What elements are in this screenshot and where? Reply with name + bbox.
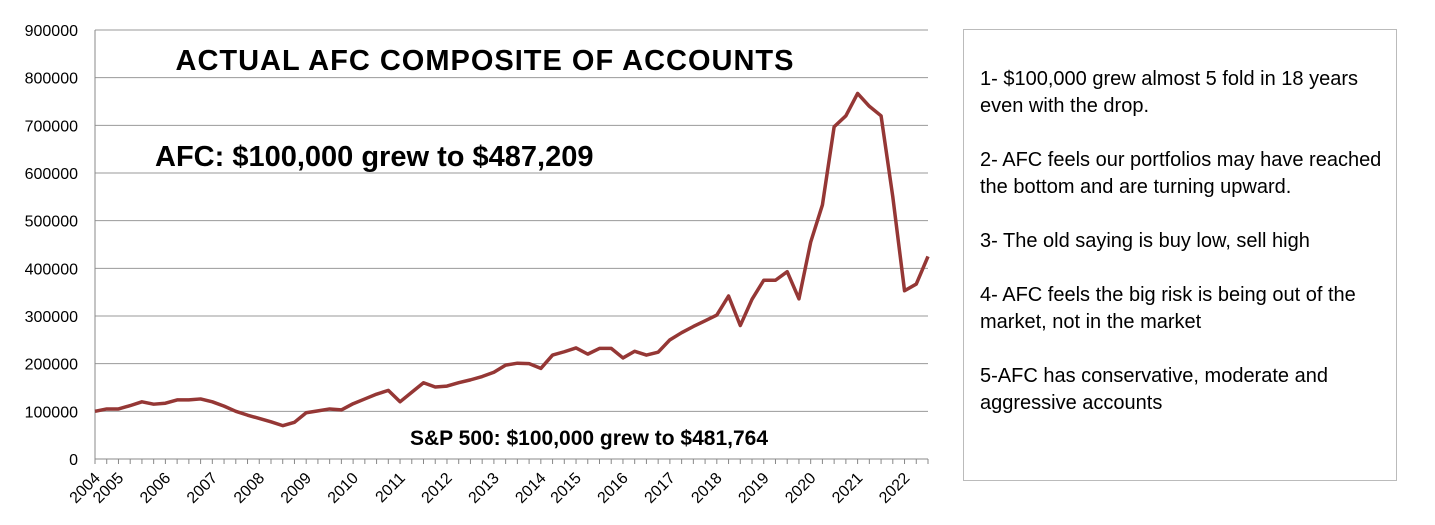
x-tick-label: 2013 [466, 470, 503, 507]
y-tick-label: 900000 [25, 23, 78, 40]
y-tick-label: 500000 [25, 214, 78, 231]
annotation: S&P 500: $100,000 grew to $481,764 [410, 427, 768, 450]
x-tick-label: 2011 [373, 470, 409, 506]
y-tick-label: 300000 [25, 309, 78, 326]
x-tick-label: 2010 [325, 470, 362, 507]
note: 5-AFC has conservative, moderate and agg… [980, 365, 1328, 414]
y-tick-label: 100000 [25, 404, 78, 421]
y-tick-label: 600000 [25, 166, 78, 183]
x-tick-label: 2019 [735, 470, 772, 507]
note: 2- AFC feels our portfolios may have rea… [980, 149, 1382, 198]
x-tick-label: 2018 [688, 470, 725, 507]
y-tick-label: 200000 [25, 357, 78, 374]
note: 1- $100,000 grew almost 5 fold in 18 yea… [980, 68, 1358, 117]
x-tick-label: 2008 [231, 470, 268, 507]
chart: ACTUAL AFC COMPOSITE OF ACCOUNTS AFC: $1… [25, 23, 930, 507]
y-tick-label: 700000 [25, 118, 78, 135]
notes-box: 1- $100,000 grew almost 5 fold in 18 yea… [963, 29, 1397, 481]
x-tick-label: 2007 [184, 470, 221, 507]
x-tick-label: 2014 [512, 470, 549, 507]
x-tick-label: 2022 [876, 470, 913, 507]
x-tick-label: 2021 [829, 470, 866, 507]
x-tick-label: 2009 [278, 470, 315, 507]
x-tick-label: 2020 [782, 470, 819, 507]
x-tick-label: 2016 [595, 470, 632, 507]
x-tick-label: 2017 [642, 470, 679, 507]
chart-title: ACTUAL AFC COMPOSITE OF ACCOUNTS [176, 45, 795, 77]
note: 3- The old saying is buy low, sell high [980, 230, 1310, 252]
x-tick-label: 2012 [419, 470, 456, 507]
annotation: AFC: $100,000 grew to $487,209 [155, 141, 593, 173]
line [94, 91, 930, 428]
x-tick-label: 2006 [137, 470, 174, 507]
y-tick-label: 400000 [25, 261, 78, 278]
y-tick-label: 0 [69, 452, 78, 469]
y-tick-label: 800000 [25, 71, 78, 88]
note: 4- AFC feels the big risk is being out o… [980, 284, 1356, 333]
x-tick-label: 2015 [548, 470, 585, 507]
